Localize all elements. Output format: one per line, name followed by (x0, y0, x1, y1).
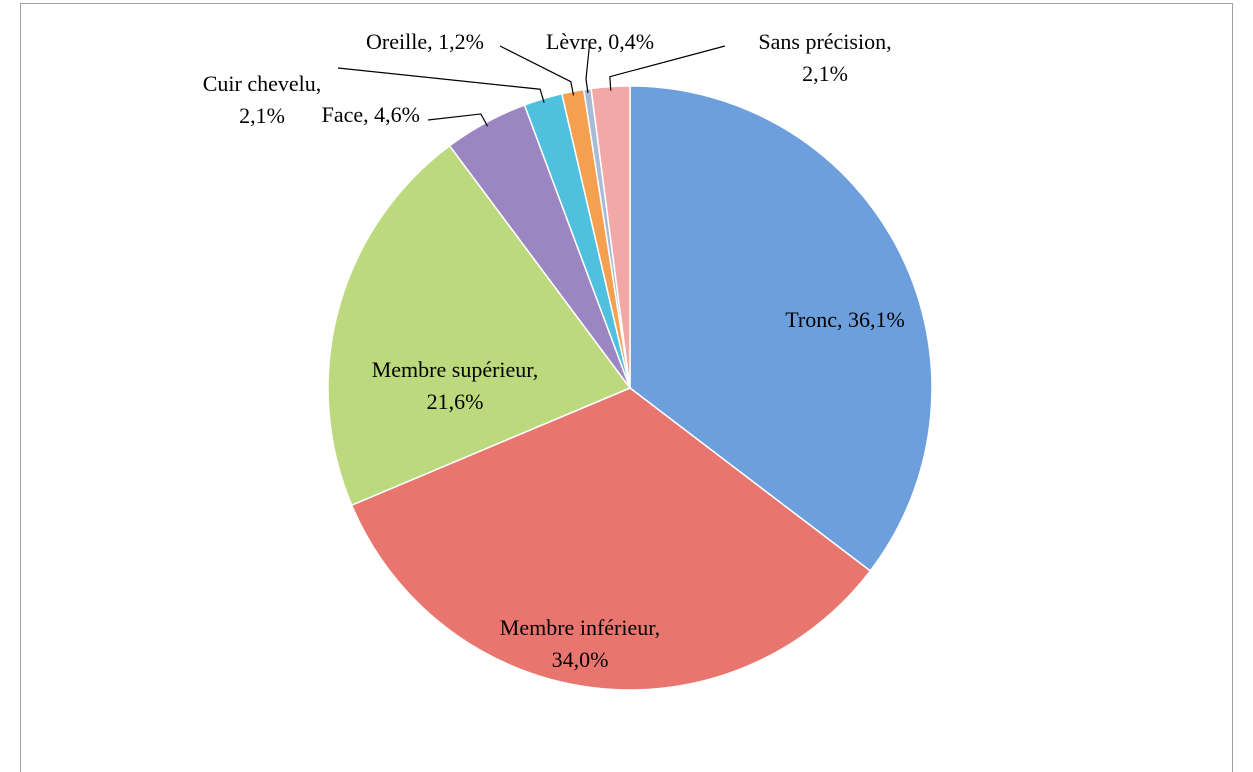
data-label: Lèvre, 0,4% (546, 29, 654, 54)
data-label: Tronc, 36,1% (785, 307, 905, 332)
data-label: Oreille, 1,2% (366, 29, 484, 54)
leader-line (427, 113, 489, 127)
label-line: Cuir chevelu, (203, 71, 322, 96)
label-line: Membre supérieur, (372, 357, 539, 382)
label-line: Sans précision, (758, 29, 891, 54)
data-label: Sans précision, 2,1% (758, 29, 891, 86)
pie-slice (629, 85, 933, 573)
label-line: 34,0% (552, 647, 609, 672)
leader-line (337, 67, 545, 103)
leader-line (499, 45, 575, 96)
pie-slice (327, 144, 632, 507)
data-label: Membre inférieur, 34,0% (500, 615, 660, 672)
data-label: Cuir chevelu, 2,1% (203, 71, 322, 128)
chart-border (20, 3, 1233, 772)
data-label: Face, 4,6% (322, 102, 420, 127)
label-line: 21,6% (427, 389, 484, 414)
leader-line (609, 45, 726, 91)
label-line: Membre inférieur, (500, 615, 660, 640)
pie-slice (350, 387, 872, 691)
leader-line (585, 39, 591, 94)
label-line: 2,1% (239, 103, 285, 128)
data-label: Membre supérieur, 21,6% (372, 357, 539, 414)
label-line: 2,1% (802, 61, 848, 86)
